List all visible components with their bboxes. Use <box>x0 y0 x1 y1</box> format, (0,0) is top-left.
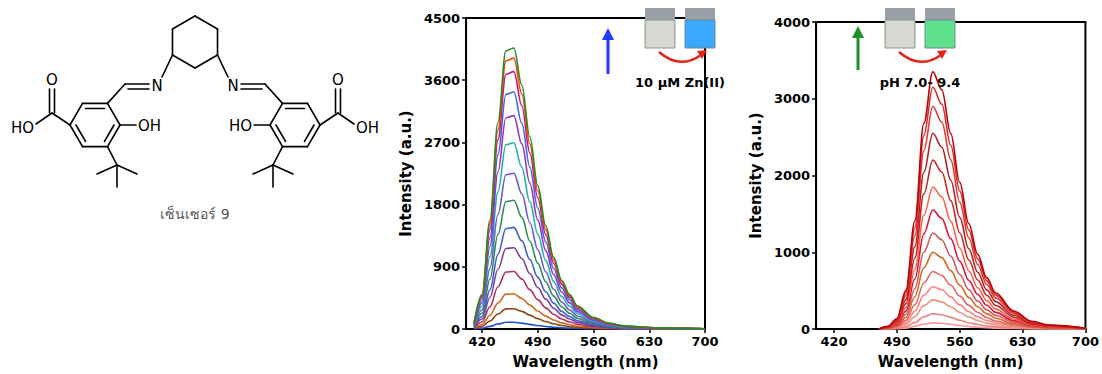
svg-text:N: N <box>151 77 162 95</box>
svg-text:O: O <box>332 71 344 89</box>
svg-text:10 μM Zn(II): 10 μM Zn(II) <box>635 75 725 90</box>
svg-text:700: 700 <box>691 334 718 349</box>
svg-text:Intensity (a.u.): Intensity (a.u.) <box>747 112 765 238</box>
svg-text:pH 7.0- 9.4: pH 7.0- 9.4 <box>880 75 961 90</box>
svg-text:3600: 3600 <box>424 73 460 88</box>
svg-text:Intensity (a.u.): Intensity (a.u.) <box>397 110 415 236</box>
svg-text:0: 0 <box>801 322 810 337</box>
svg-text:Wavelength (nm): Wavelength (nm) <box>878 353 1024 371</box>
svg-text:OH: OH <box>356 119 379 137</box>
svg-text:HO: HO <box>229 117 252 135</box>
svg-text:630: 630 <box>1009 334 1036 349</box>
svg-text:1000: 1000 <box>774 245 810 260</box>
svg-text:700: 700 <box>1072 334 1099 349</box>
svg-text:490: 490 <box>883 334 910 349</box>
svg-text:560: 560 <box>580 334 607 349</box>
svg-text:4000: 4000 <box>774 15 810 30</box>
svg-text:490: 490 <box>524 334 551 349</box>
svg-text:4500: 4500 <box>424 11 460 26</box>
svg-text:420: 420 <box>820 334 847 349</box>
svg-text:560: 560 <box>946 334 973 349</box>
svg-text:900: 900 <box>433 259 460 274</box>
svg-text:1800: 1800 <box>424 197 460 212</box>
svg-text:0: 0 <box>451 322 460 337</box>
svg-text:O: O <box>46 71 58 89</box>
svg-text:เซ็นเซอร์ 9: เซ็นเซอร์ 9 <box>160 205 229 222</box>
svg-text:HO: HO <box>11 119 34 137</box>
svg-text:2000: 2000 <box>774 168 810 183</box>
svg-text:2700: 2700 <box>424 135 460 150</box>
svg-text:630: 630 <box>636 334 663 349</box>
svg-text:Wavelength (nm): Wavelength (nm) <box>513 353 659 371</box>
svg-text:420: 420 <box>468 334 495 349</box>
svg-text:3000: 3000 <box>774 91 810 106</box>
svg-text:N: N <box>227 77 238 95</box>
svg-text:OH: OH <box>138 117 161 135</box>
